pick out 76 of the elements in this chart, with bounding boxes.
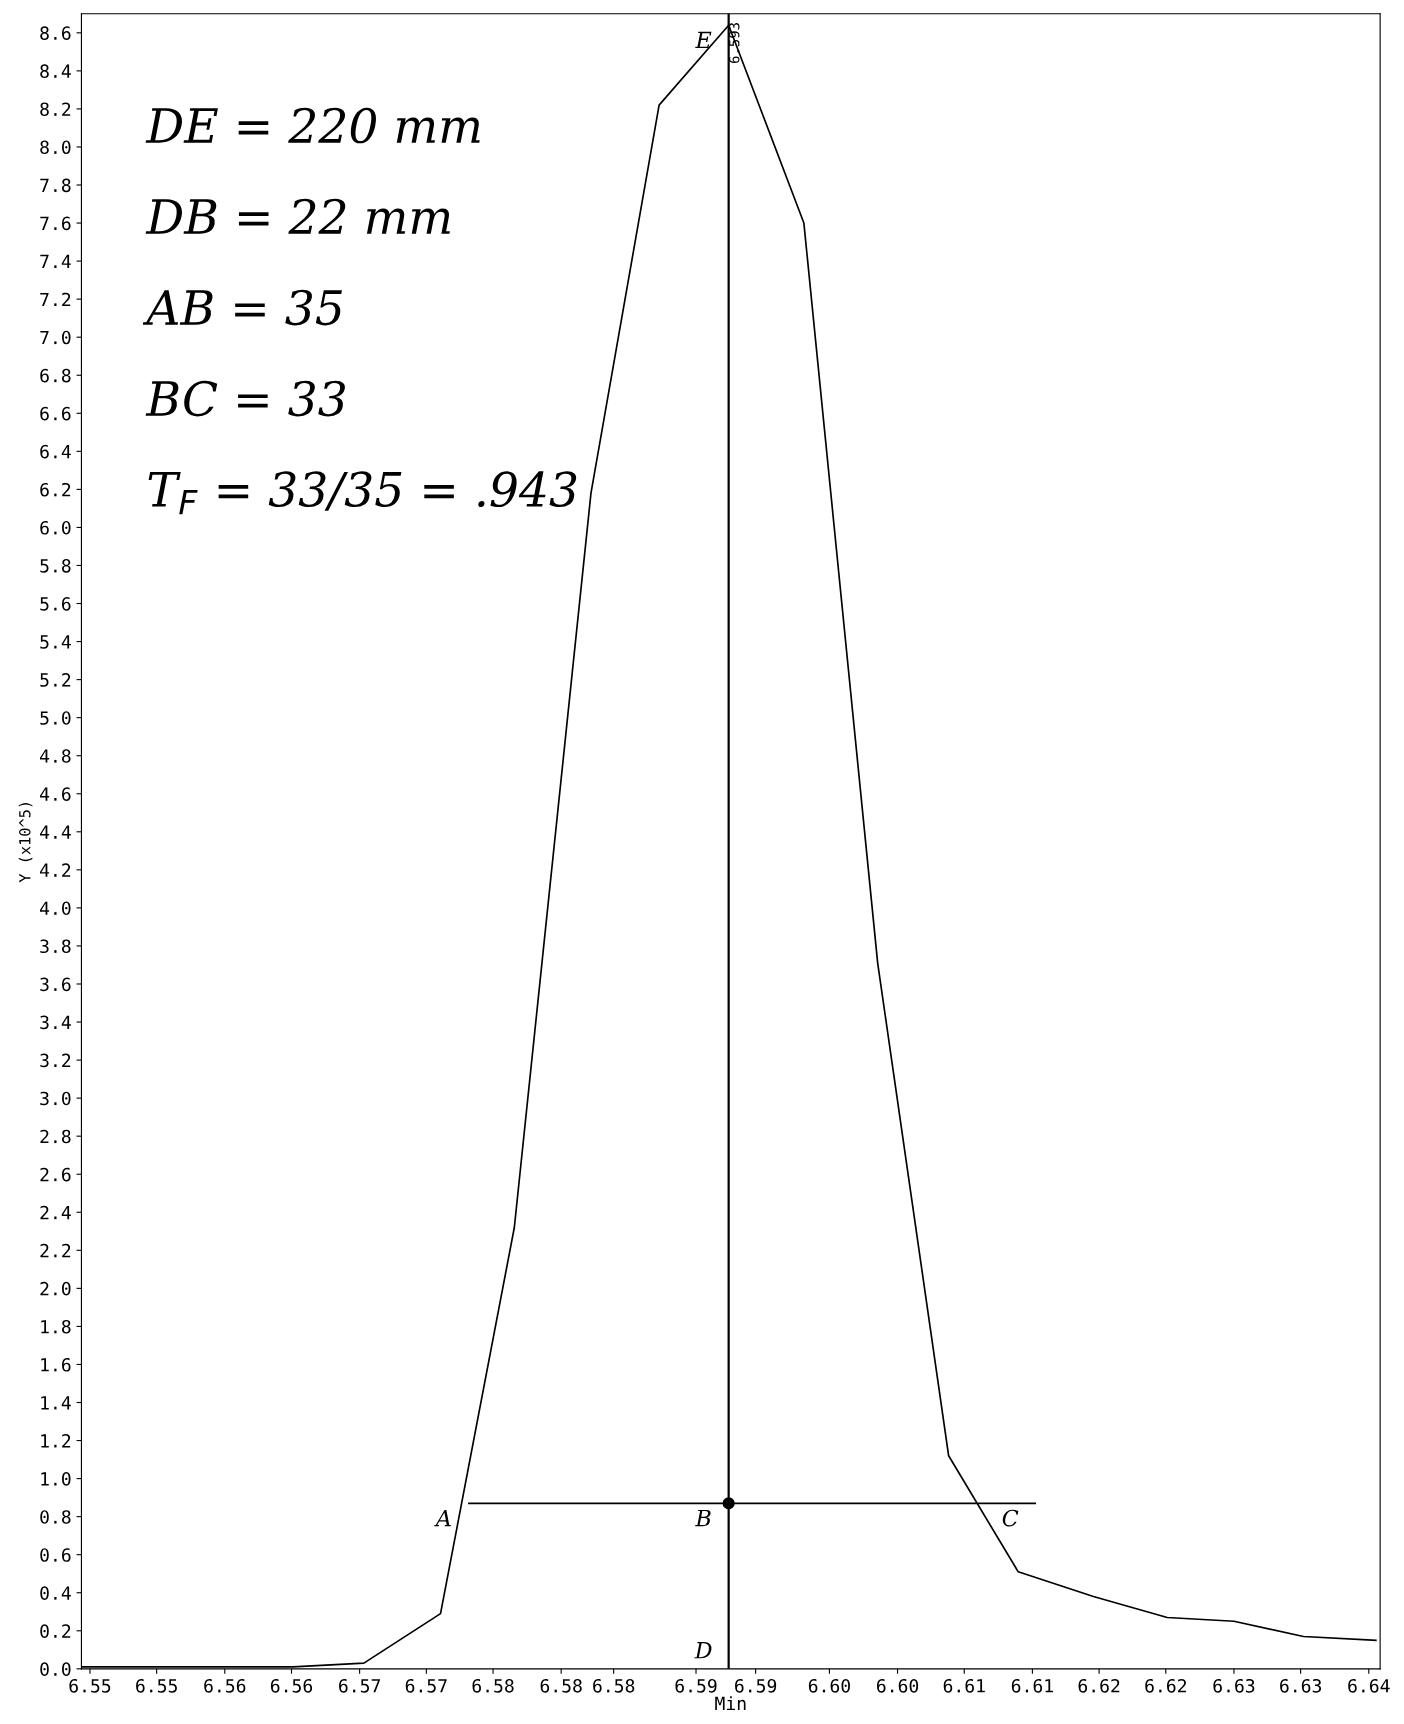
x-tick-label: 6.59 [675,1678,717,1693]
x-axis-title: Min [715,1696,746,1710]
y-tick-label: 6.2 [40,482,71,497]
x-tick-label: 6.56 [204,1678,246,1693]
y-tick-label: 0.2 [40,1624,71,1638]
x-tick-label: 6.58 [593,1678,635,1693]
y-tick-label: 7.8 [40,178,71,193]
y-tick-label: 0.0 [40,1662,71,1676]
y-tick-label: 8.6 [40,26,71,40]
x-tick-label: 6.56 [270,1678,313,1693]
y-tick-label: 4.0 [40,901,71,916]
y-tick-label: 1.4 [41,1396,71,1410]
y-tick-label: 6.0 [40,520,71,535]
annotation: BC = 33 [145,380,345,417]
x-tick-label: 6.61 [943,1678,985,1693]
y-tick-label: 8.0 [40,140,71,155]
y-tick-label: 2.2 [40,1243,71,1258]
annotation: AB = 35 [142,289,342,326]
y-tick-label: 7.6 [40,216,71,231]
x-tick-label: 6.63 [1280,1678,1322,1693]
x-tick-label: 6.58 [472,1678,514,1693]
x-tick-label: 6.55 [136,1678,177,1693]
y-tick-label: 4.8 [40,749,71,763]
annotation: DE = 220 mm [145,107,480,144]
y-tick-label: 6.8 [40,368,71,383]
y-tick-label: 5.4 [40,635,71,649]
y-tick-label: 1.2 [41,1434,71,1448]
annotation: DB = 22 mm [145,198,450,234]
annotation: T$_{F}$ = 33/35 = .943 [148,471,577,515]
x-tick-label: 6.61 [1011,1678,1053,1693]
x-tick-label: 6.58 [540,1678,582,1693]
y-tick-label: 5.0 [40,711,71,725]
y-tick-label: 1.8 [41,1319,71,1334]
y-tick-label: 2.4 [40,1205,71,1220]
y-tick-label: 4.4 [40,825,71,839]
y-tick-label: 2.6 [40,1167,71,1182]
x-tick-label: 6.55 [69,1678,111,1693]
y-tick-label: 0.4 [40,1586,71,1600]
annotation: E [695,31,712,48]
annotation: D [694,1642,712,1659]
x-tick-label: 6.59 [735,1678,777,1693]
y-tick-label: 0.8 [40,1510,71,1524]
y-tick-label: 7.0 [40,330,71,345]
y-axis-title: Y (x10^5) [18,803,33,883]
y-tick-label: 4.6 [40,787,71,801]
x-tick-label: 6.62 [1078,1678,1120,1693]
y-tick-label: 3.8 [40,939,71,954]
y-tick-label: 3.0 [40,1091,71,1106]
annotation: B [695,1509,711,1527]
y-tick-label: 0.6 [40,1548,71,1562]
y-tick-label: 1.0 [41,1472,71,1486]
x-tick-label: 6.57 [339,1678,381,1693]
y-tick-label: 2.0 [40,1281,71,1296]
y-tick-label: 2.8 [40,1129,71,1144]
y-tick-label: 7.2 [40,292,71,307]
y-tick-label: 3.6 [40,977,71,992]
y-tick-label: 5.6 [40,597,71,611]
y-tick-label: 4.2 [40,863,71,877]
x-tick-label: 6.62 [1145,1678,1187,1693]
x-tick-label: 6.60 [808,1678,850,1693]
y-tick-label: 3.2 [40,1053,71,1068]
x-tick-label: 6.63 [1213,1678,1255,1693]
y-tick-label: 5.8 [40,558,71,573]
annotation: A [434,1509,451,1527]
y-tick-label: 7.4 [40,254,71,268]
y-tick-label: 6.6 [40,406,71,421]
y-tick-label: 8.4 [40,64,71,79]
x-tick-label: 6.60 [876,1678,919,1693]
x-tick-label: 6.57 [405,1678,447,1693]
x-tick-label: 6.64 [1348,1678,1390,1693]
y-tick-label: 5.2 [40,673,71,687]
y-tick-label: 1.6 [41,1357,71,1372]
y-tick-label: 6.4 [40,444,71,459]
annotation: C [1002,1509,1019,1527]
y-tick-label: 8.2 [40,102,71,117]
y-tick-label: 3.4 [40,1015,71,1030]
